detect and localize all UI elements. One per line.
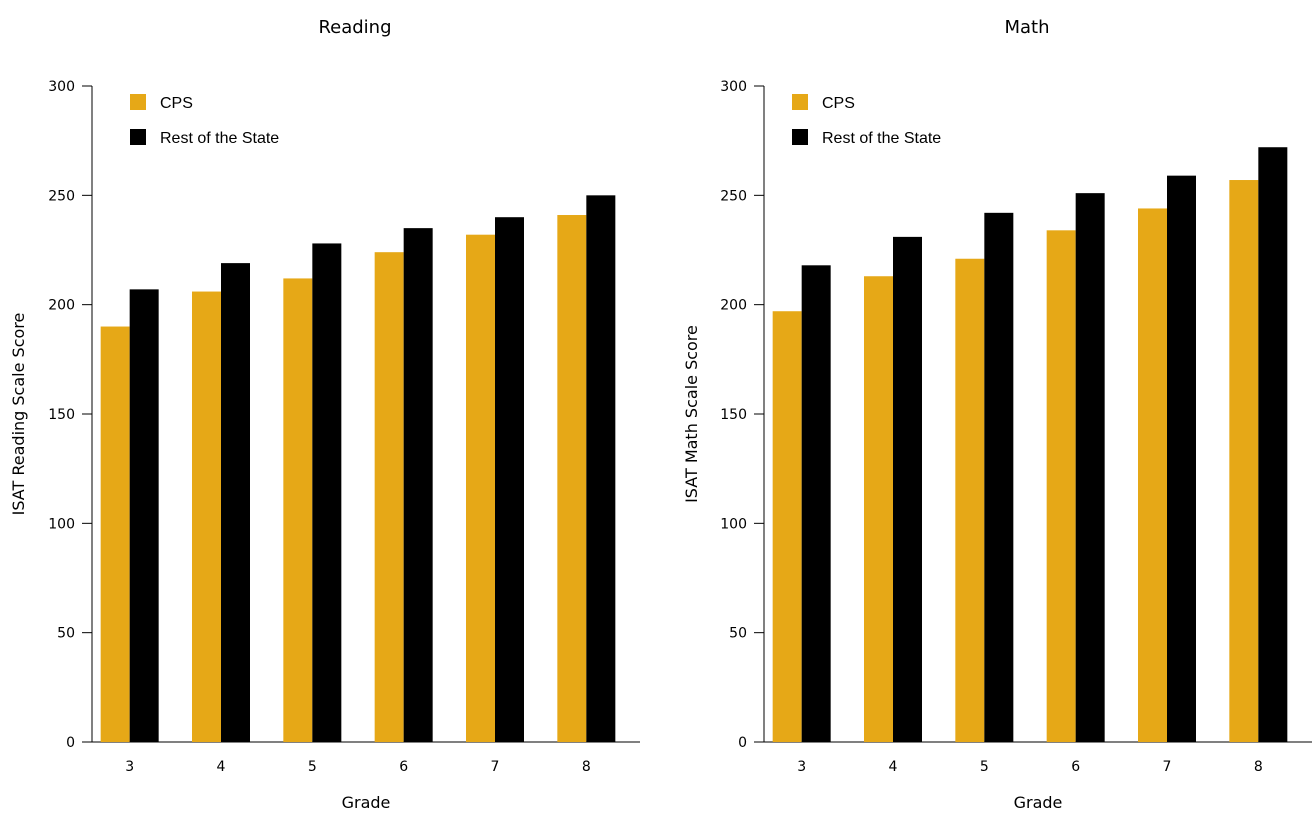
y-tick-label: 50 [57,626,75,642]
bar-rest-of-the-state-grade-3 [801,265,831,742]
x-tick-label: 5 [308,759,317,775]
y-tick-label: 50 [729,626,747,642]
bar-rest-of-the-state-grade-7 [495,217,524,742]
x-tick-label: 8 [1254,759,1263,775]
chart-panel-1: Reading ISAT Reading Scale Score Grade 0 50 1… [9,17,640,812]
x-axis-label: Grade [342,793,391,812]
bar-cps-grade-5 [955,258,985,742]
y-tick-label: 0 [66,735,75,751]
bar-rest-of-the-state-grade-3 [129,289,159,742]
bar-cps-grade-3 [100,326,130,742]
legend-swatch [130,129,146,145]
y-tick-label: 0 [738,735,747,751]
y-tick-label: 300 [48,79,75,95]
bar-rest-of-the-state-grade-7 [1167,175,1196,743]
bar-cps-grade-3 [772,311,802,742]
y-tick-label: 150 [720,407,747,423]
y-tick-label: 250 [720,188,747,204]
legend-label: Rest of the State [160,130,279,147]
bar-rest-of-the-state-grade-4 [893,236,922,742]
x-tick-label: 4 [889,759,898,775]
bar-rest-of-the-state-grade-8 [1258,147,1288,742]
y-axis-label: ISAT Reading Scale Score [9,313,28,516]
y-tick-label: 150 [48,407,75,423]
bar-cps-grade-8 [557,215,587,743]
x-axis-label: Grade [1014,793,1063,812]
y-tick-label: 250 [48,188,75,204]
bar-cps-grade-5 [283,278,313,742]
y-tick-label: 300 [720,79,747,95]
bar-rest-of-the-state-grade-5 [984,212,1014,742]
legend-label: Rest of the State [822,130,941,147]
x-tick-label: 3 [125,759,134,775]
x-tick-label: 7 [1163,759,1172,775]
bar-cps-grade-8 [1229,180,1259,742]
bar-cps-grade-6 [374,252,404,743]
legend-label: CPS [160,95,193,112]
chart-title: Reading [318,17,391,38]
x-tick-label: 4 [217,759,226,775]
y-tick-label: 200 [720,298,747,314]
bar-cps-grade-4 [192,291,221,742]
bar-rest-of-the-state-grade-4 [221,263,250,742]
legend-swatch [130,94,146,110]
x-tick-label: 8 [582,759,591,775]
bar-cps-grade-4 [864,276,893,742]
legend-swatch [792,94,808,110]
bar-rest-of-the-state-grade-5 [312,243,342,742]
x-tick-label: 3 [797,759,806,775]
legend-swatch [792,129,808,145]
bar-rest-of-the-state-grade-8 [586,195,616,743]
legend-label: CPS [822,95,855,112]
x-tick-label: 6 [399,759,408,775]
bar-cps-grade-7 [1138,208,1167,742]
bar-rest-of-the-state-grade-6 [403,228,433,743]
bar-cps-grade-7 [466,234,495,742]
chart-panel-2: Math ISAT Math Scale Score Grade 0 50 100 150 2… [682,17,1312,812]
y-tick-label: 100 [720,516,747,532]
bar-rest-of-the-state-grade-6 [1075,193,1105,742]
bar-cps-grade-6 [1046,230,1076,742]
y-axis-label: ISAT Math Scale Score [682,325,701,503]
y-tick-label: 100 [48,516,75,532]
x-tick-label: 5 [980,759,989,775]
x-tick-label: 7 [491,759,500,775]
chart-title: Math [1004,17,1049,38]
y-tick-label: 200 [48,298,75,314]
x-tick-label: 6 [1071,759,1080,775]
